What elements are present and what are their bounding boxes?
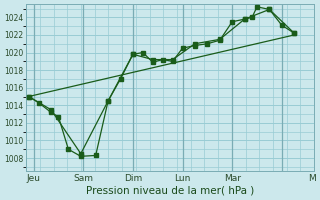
X-axis label: Pression niveau de la mer( hPa ): Pression niveau de la mer( hPa ): [86, 186, 254, 196]
